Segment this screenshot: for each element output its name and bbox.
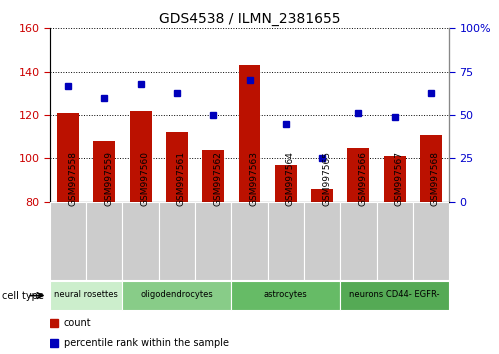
Text: GSM997565: GSM997565 [322,151,331,206]
Text: neurons CD44- EGFR-: neurons CD44- EGFR- [349,290,440,299]
Bar [50,202,86,280]
Bar [86,202,122,280]
Bar [239,65,260,202]
Text: GSM997563: GSM997563 [250,151,258,206]
Bar [202,150,224,202]
Bar [340,281,449,310]
Bar [413,202,449,280]
Title: GDS4538 / ILMN_2381655: GDS4538 / ILMN_2381655 [159,12,340,26]
Bar [420,135,442,202]
Text: cell type: cell type [2,291,44,301]
Bar [57,113,79,202]
Bar [159,202,195,280]
Text: GSM997558: GSM997558 [68,151,77,206]
Text: GSM997566: GSM997566 [358,151,367,206]
Text: GSM997559: GSM997559 [104,151,113,206]
Bar [166,132,188,202]
Bar [377,202,413,280]
Text: GSM997562: GSM997562 [213,151,222,206]
Text: count: count [64,318,91,329]
Text: GSM997560: GSM997560 [141,151,150,206]
Bar [122,202,159,280]
Bar [93,141,115,202]
Bar [267,202,304,280]
Text: GSM997561: GSM997561 [177,151,186,206]
Text: GSM997568: GSM997568 [431,151,440,206]
Bar [347,148,369,202]
Bar [122,281,232,310]
Text: neural rosettes: neural rosettes [54,290,118,299]
Bar [232,202,267,280]
Text: GSM997564: GSM997564 [286,151,295,206]
Bar [384,156,406,202]
Bar [304,202,340,280]
Text: oligodendrocytes: oligodendrocytes [141,290,213,299]
Bar [195,202,232,280]
Text: astrocytes: astrocytes [264,290,308,299]
Bar [50,281,122,310]
Bar [275,165,297,202]
Text: percentile rank within the sample: percentile rank within the sample [64,338,229,348]
Bar [340,202,377,280]
Bar [130,111,152,202]
Bar [311,189,333,202]
Bar [232,281,340,310]
Text: GSM997567: GSM997567 [395,151,404,206]
